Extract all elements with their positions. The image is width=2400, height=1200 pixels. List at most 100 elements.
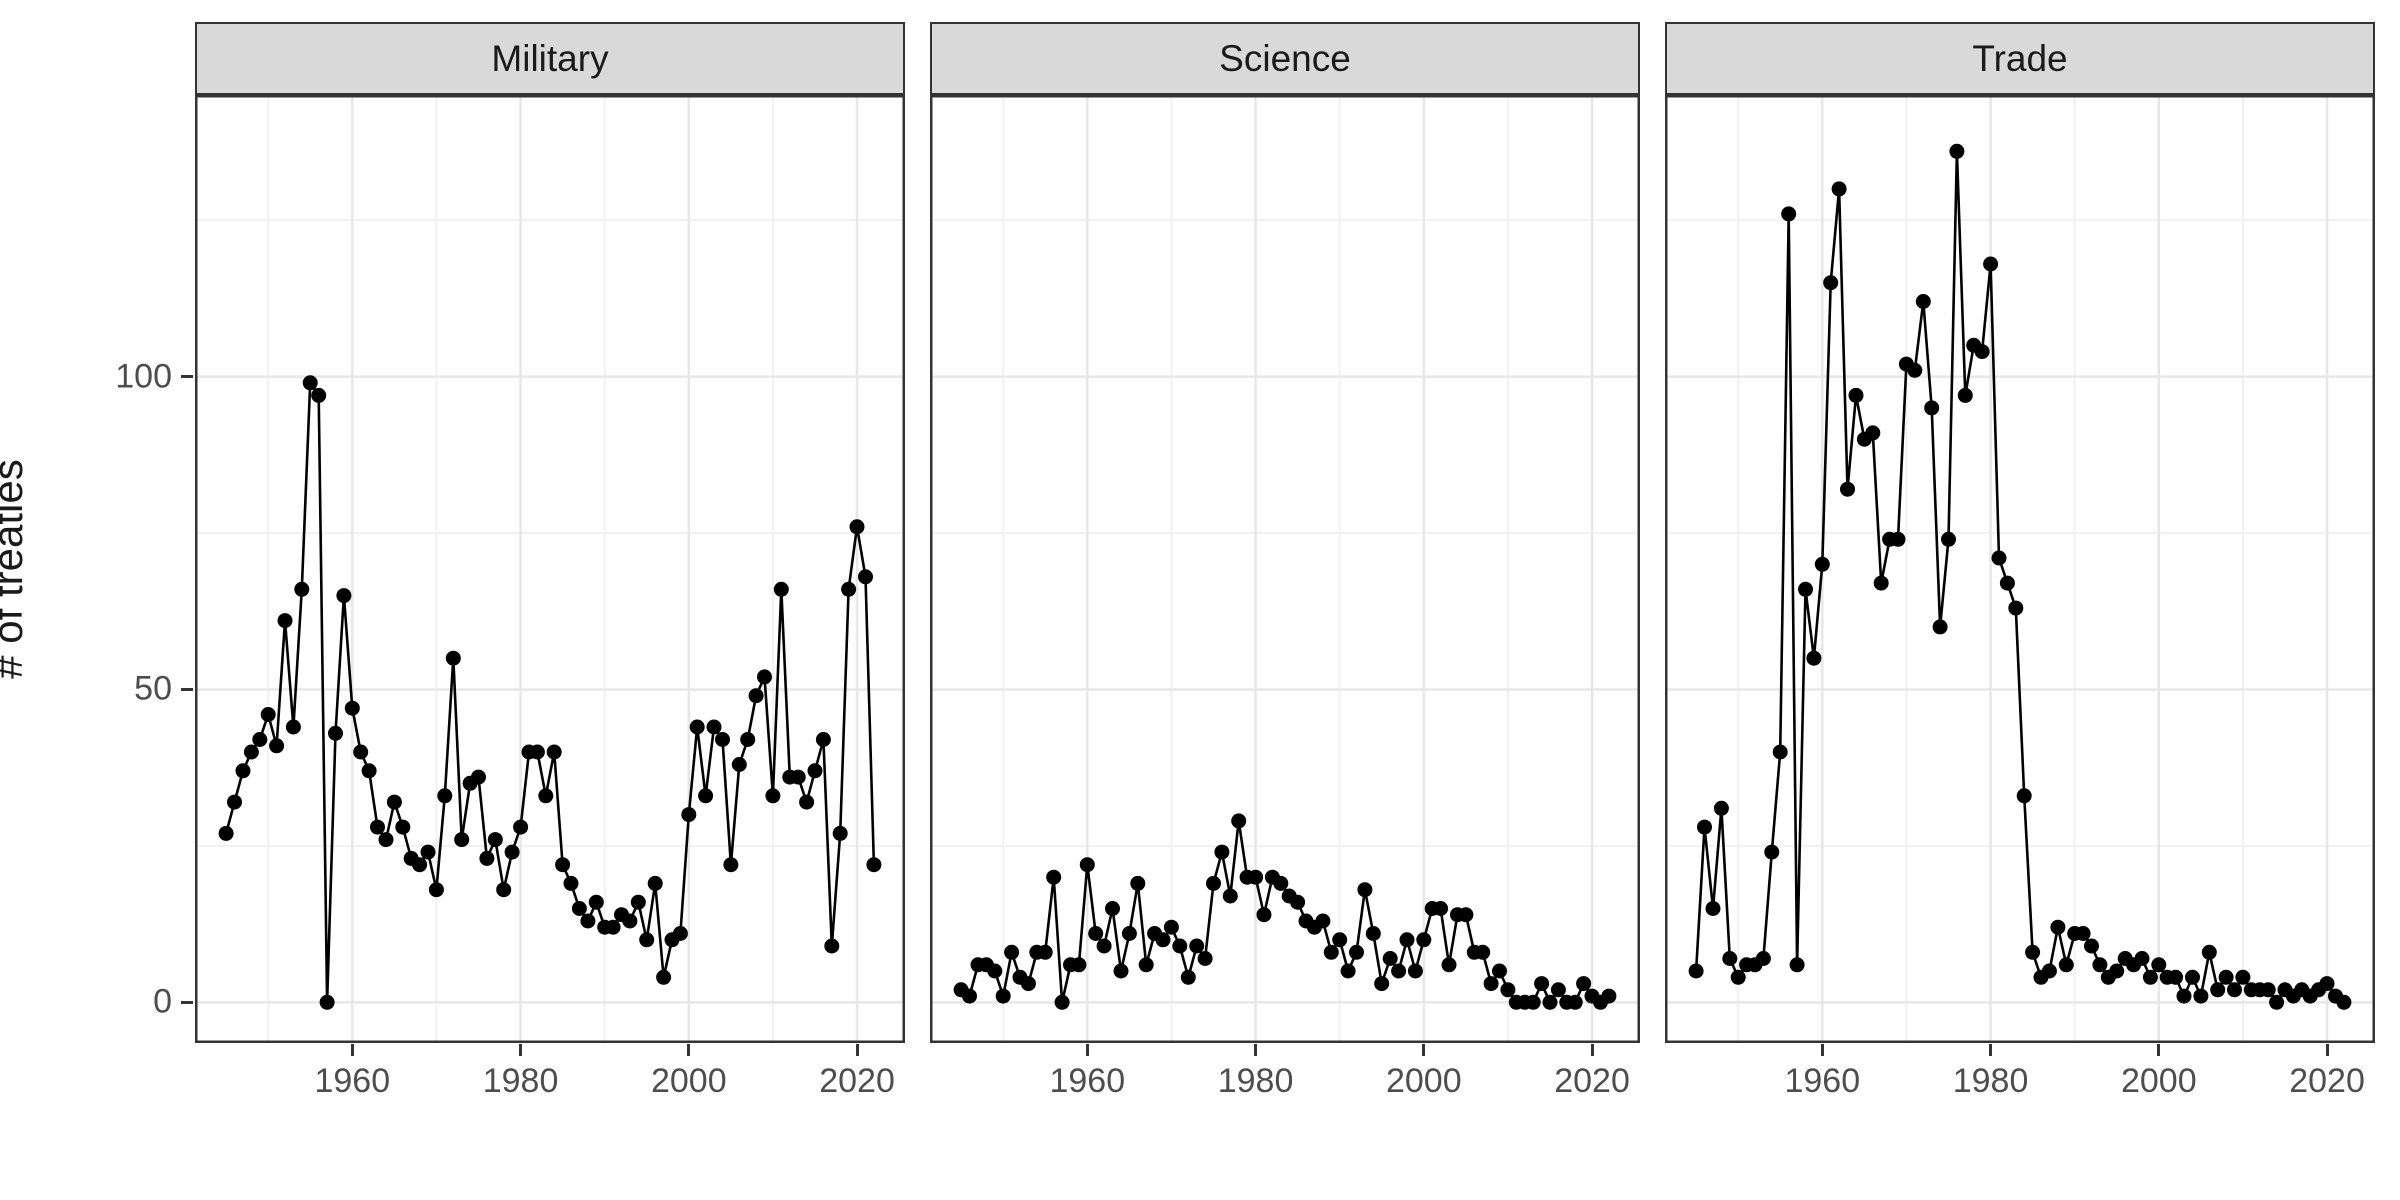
data-point-trade-1981 <box>1991 550 2007 566</box>
data-point-science-1999 <box>1407 963 1423 979</box>
data-point-trade-1963 <box>1840 481 1855 497</box>
data-point-military-1979 <box>504 844 520 860</box>
y-axis-tick-mark <box>181 1000 193 1004</box>
data-point-trade-1960 <box>1814 556 1830 572</box>
data-point-science-2007 <box>1475 944 1491 960</box>
facet-strip-label: Trade <box>1972 37 2068 79</box>
x-axis-tick-label: 2000 <box>650 1062 727 1100</box>
data-point-military-2009 <box>757 669 772 685</box>
data-point-science-2000 <box>1416 932 1432 948</box>
x-axis-tick-label: 1960 <box>1784 1062 1861 1100</box>
data-point-military-1969 <box>420 844 436 860</box>
x-axis-tick-label: 2020 <box>2289 1062 2365 1100</box>
data-point-science-1956 <box>1046 869 1062 885</box>
data-point-military-1947 <box>235 763 251 779</box>
y-axis-tick-label: 100 <box>115 357 172 396</box>
data-point-science-1998 <box>1399 932 1415 948</box>
data-point-military-1978 <box>496 882 512 898</box>
data-point-military-1989 <box>588 894 604 910</box>
data-point-military-2018 <box>832 825 848 841</box>
data-point-trade-1949 <box>1722 951 1738 966</box>
data-point-trade-1959 <box>1806 650 1822 666</box>
data-point-trade-1989 <box>2058 957 2074 973</box>
data-point-trade-2003 <box>2176 988 2192 1004</box>
data-point-science-1955 <box>1037 944 1053 960</box>
data-point-science-2009 <box>1492 963 1507 979</box>
data-point-trade-1958 <box>1798 581 1813 597</box>
data-point-science-1981 <box>1256 907 1272 923</box>
data-point-military-2000 <box>681 807 697 823</box>
data-point-trade-1993 <box>2092 957 2108 973</box>
data-point-military-1971 <box>437 788 453 804</box>
data-point-military-1983 <box>538 788 554 804</box>
data-point-military-1988 <box>580 913 596 929</box>
data-point-trade-1975 <box>1941 531 1956 547</box>
data-point-trade-1972 <box>1915 294 1931 309</box>
data-point-science-1992 <box>1349 944 1364 960</box>
data-point-military-2020 <box>849 519 865 535</box>
data-point-trade-1976 <box>1949 143 1965 159</box>
panel-border <box>195 95 905 1043</box>
facet-strip-label: Science <box>1219 37 1351 79</box>
data-point-trade-1948 <box>1713 800 1729 816</box>
data-point-science-2014 <box>1534 976 1550 992</box>
data-point-science-1973 <box>1189 938 1205 954</box>
data-point-military-1994 <box>630 894 646 910</box>
data-point-trade-1969 <box>1890 531 1906 547</box>
data-point-trade-1953 <box>1755 951 1771 966</box>
data-point-trade-1982 <box>1999 575 2015 591</box>
data-point-science-1976 <box>1214 844 1230 860</box>
data-point-science-1972 <box>1180 969 1196 985</box>
data-point-science-1950 <box>995 988 1011 1004</box>
panel-background <box>1665 95 2375 1043</box>
y-axis-tick-mark <box>181 687 193 691</box>
data-point-military-1976 <box>479 850 495 866</box>
data-point-military-1996 <box>647 875 663 891</box>
data-point-military-1950 <box>260 707 276 722</box>
x-axis-tick-label: 1980 <box>482 1062 559 1100</box>
facet-strip-trade: Trade <box>1665 22 2375 95</box>
y-axis-tick-mark <box>181 375 193 379</box>
data-point-military-1945 <box>218 825 234 841</box>
data-point-trade-2005 <box>2193 988 2209 1004</box>
data-point-military-1959 <box>336 588 352 604</box>
data-point-military-1961 <box>353 744 369 760</box>
data-point-science-1996 <box>1382 951 1398 966</box>
data-point-military-1962 <box>361 763 377 779</box>
data-point-military-1982 <box>529 744 545 760</box>
x-axis-tick-mark <box>1422 1044 1426 1056</box>
data-point-trade-1964 <box>1848 387 1864 403</box>
x-axis-tick-mark <box>2325 1044 2329 1056</box>
data-point-trade-1945 <box>1688 963 1704 979</box>
facet-strip-label: Military <box>491 37 609 79</box>
data-point-trade-1954 <box>1764 844 1780 860</box>
data-point-science-1953 <box>1020 976 1036 992</box>
data-point-trade-1991 <box>2075 926 2091 941</box>
x-axis-tick-mark <box>855 1044 859 1056</box>
data-point-military-1995 <box>639 932 655 948</box>
data-point-military-2015 <box>807 763 823 779</box>
data-point-military-1993 <box>622 913 638 929</box>
data-point-trade-2020 <box>2319 976 2335 992</box>
data-point-trade-2009 <box>2227 982 2242 998</box>
x-axis-tick-label: 1980 <box>1217 1062 1294 1100</box>
data-point-military-1963 <box>370 819 385 835</box>
data-point-trade-1973 <box>1924 400 1940 416</box>
data-point-military-1965 <box>386 794 402 810</box>
data-point-science-1988 <box>1315 913 1331 929</box>
data-point-trade-1985 <box>2025 944 2041 960</box>
data-point-science-1964 <box>1113 963 1129 979</box>
x-axis-tick-mark <box>519 1044 523 1056</box>
data-point-trade-1988 <box>2050 919 2066 935</box>
data-point-military-1948 <box>243 744 259 760</box>
data-point-trade-1946 <box>1697 819 1712 835</box>
data-point-military-2021 <box>858 569 873 585</box>
data-line-military <box>224 378 876 1003</box>
data-point-military-2017 <box>824 938 840 954</box>
data-point-science-1959 <box>1071 957 1087 973</box>
x-axis-tick-label: 2020 <box>1554 1062 1630 1100</box>
x-axis-tick-label: 2020 <box>819 1062 895 1100</box>
data-point-science-1989 <box>1323 944 1339 960</box>
x-axis-tick-label: 2000 <box>2120 1062 2197 1100</box>
